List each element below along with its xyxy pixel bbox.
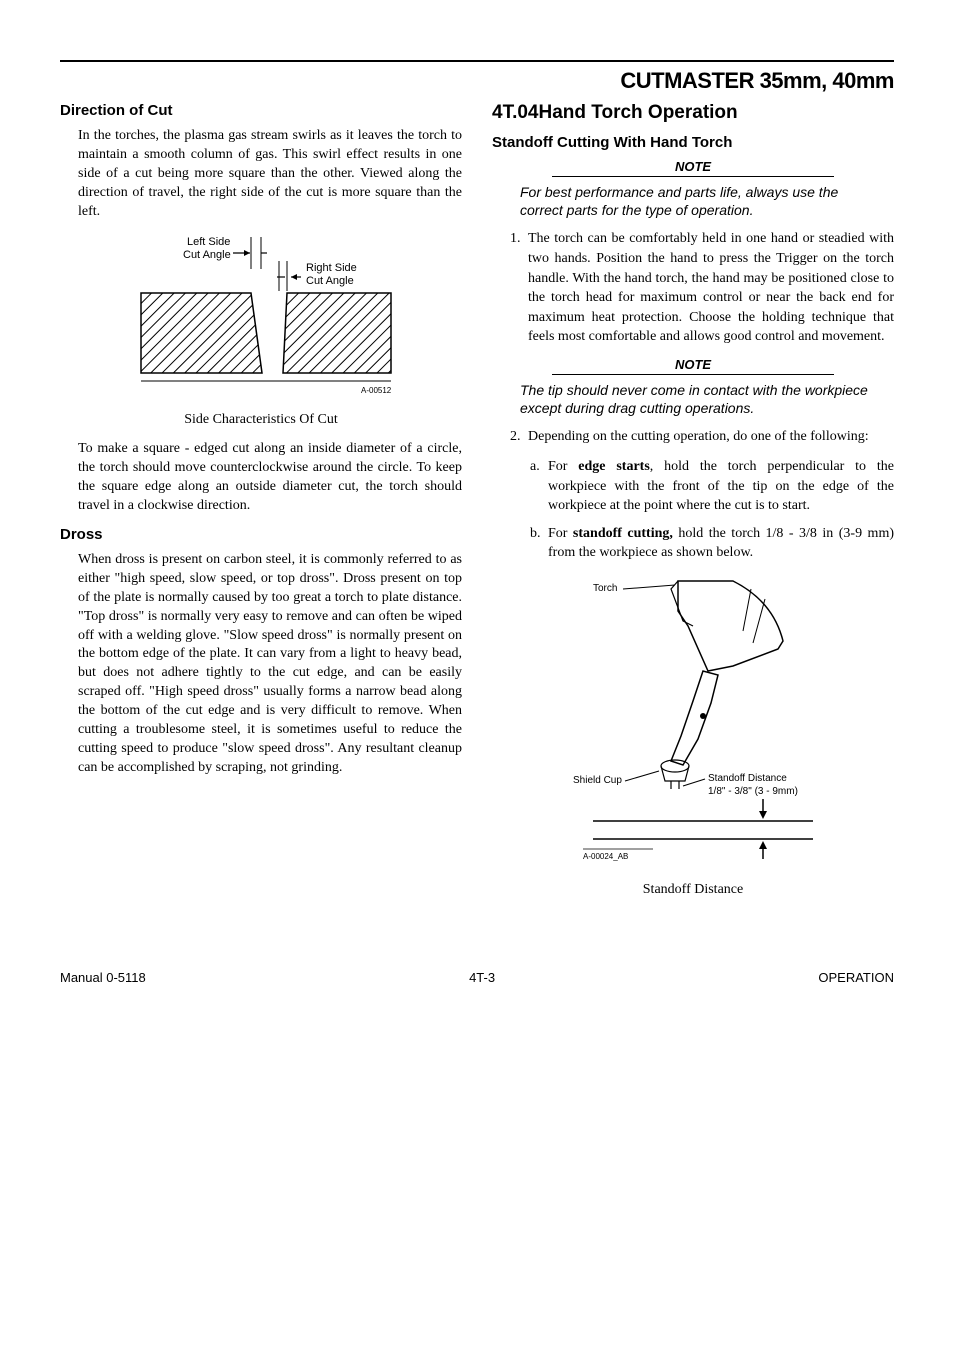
- standoff-label-2: 1/8" - 3/8" (3 - 9mm): [708, 786, 798, 797]
- direction-para-2: To make a square - edged cut along an in…: [78, 440, 462, 516]
- right-column: 4T.04Hand Torch Operation Standoff Cutti…: [492, 102, 894, 910]
- section-heading: 4T.04Hand Torch Operation: [492, 102, 894, 124]
- shield-cup-label: Shield Cup: [573, 775, 622, 786]
- direction-para-1: In the torches, the plasma gas stream sw…: [78, 127, 462, 221]
- sub-b-body: For standoff cutting, hold the torch 1/8…: [548, 524, 894, 563]
- footer-page: 4T-3: [469, 970, 495, 985]
- standoff-label-1: Standoff Distance: [708, 773, 787, 784]
- right-cut-angle-label: Cut Angle: [306, 275, 354, 287]
- diagram2-caption: Standoff Distance: [492, 882, 894, 898]
- left-column: Direction of Cut In the torches, the pla…: [60, 102, 462, 910]
- note-2-rule: [552, 374, 833, 375]
- footer-manual: Manual 0-5118: [60, 970, 146, 985]
- item-1-body: The torch can be comfortably held in one…: [528, 229, 894, 347]
- note-1-text: For best performance and parts life, alw…: [520, 183, 874, 219]
- standoff-diagram: Torch Shield Cup Standoff Distance 1/8" …: [492, 571, 894, 876]
- product-title: CUTMASTER 35mm, 40mm: [60, 68, 894, 94]
- note-2-text: The tip should never come in contact wit…: [520, 381, 874, 417]
- torch-label: Torch: [593, 583, 617, 594]
- note-1-rule: [552, 176, 833, 177]
- note-2-label: NOTE: [492, 357, 894, 372]
- footer-section: OPERATION: [818, 970, 894, 985]
- item-1-number: 1.: [510, 229, 528, 249]
- section-title: Hand Torch Operation: [538, 102, 737, 123]
- diagram1-caption: Side Characteristics Of Cut: [60, 412, 462, 428]
- section-number: 4T.04: [492, 102, 538, 123]
- note-1-label: NOTE: [492, 159, 894, 174]
- sub-a-body: For edge starts, hold the torch perpen­d…: [548, 457, 894, 516]
- diagram1-ref: A-00512: [361, 386, 392, 395]
- sub-b-letter: b.: [530, 524, 548, 544]
- diagram2-ref: A-00024_AB: [583, 852, 628, 861]
- left-side-label: Left Side: [187, 236, 230, 248]
- direction-heading: Direction of Cut: [60, 102, 462, 119]
- content-columns: Direction of Cut In the torches, the pla…: [60, 102, 894, 910]
- cut-angle-diagram: Left Side Cut Angle Right Side Cut Angle: [60, 231, 462, 406]
- left-cut-angle-label: Cut Angle: [183, 249, 231, 261]
- sub-a-letter: a.: [530, 457, 548, 477]
- header-rule: [60, 60, 894, 62]
- list-item-2: 2. Depending on the cutting operation, d…: [510, 427, 894, 447]
- dross-para: When dross is present on carbon steel, i…: [78, 551, 462, 778]
- page-footer: Manual 0-5118 4T-3 OPERATION: [60, 970, 894, 985]
- sub-item-a: a. For edge starts, hold the torch perpe…: [530, 457, 894, 516]
- item-2-number: 2.: [510, 427, 528, 447]
- standoff-sub-heading: Standoff Cutting With Hand Torch: [492, 134, 894, 151]
- dross-heading: Dross: [60, 526, 462, 543]
- sub-item-b: b. For standoff cutting, hold the torch …: [530, 524, 894, 563]
- right-side-label: Right Side: [306, 262, 357, 274]
- item-2-body: Depending on the cutting operation, do o…: [528, 427, 894, 447]
- list-item-1: 1. The torch can be comfortably held in …: [510, 229, 894, 347]
